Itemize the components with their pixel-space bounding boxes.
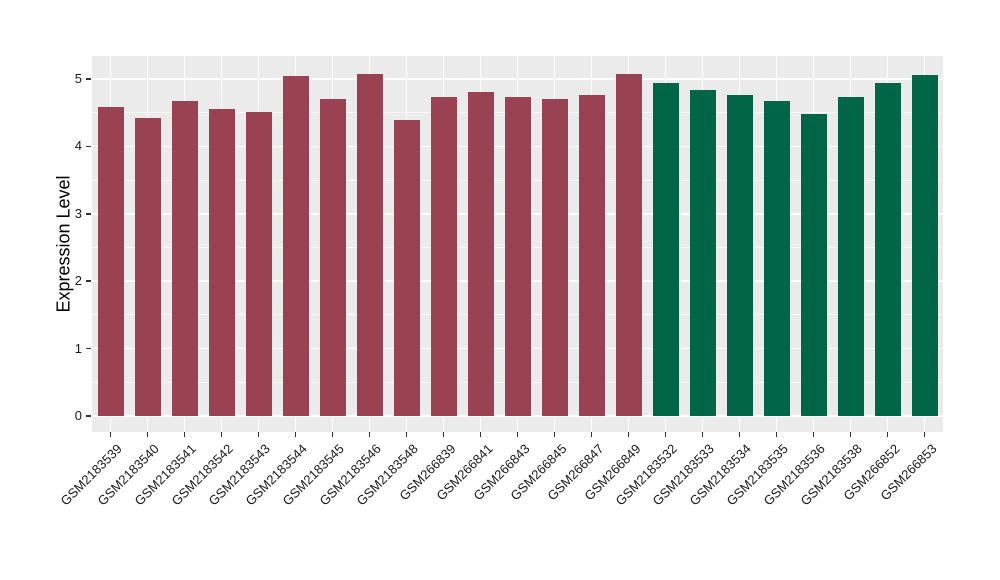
bar [911, 74, 938, 416]
x-axis-tick-mark [590, 432, 593, 437]
x-axis-tick-mark [775, 432, 778, 437]
x-axis-tick-mark [886, 432, 889, 437]
y-axis-tick-mark [86, 347, 91, 350]
x-axis-tick-mark [923, 432, 926, 437]
x-axis-tick-mark [109, 432, 112, 437]
bar [356, 74, 383, 416]
y-axis-title: Expression Level [53, 175, 74, 313]
x-axis-tick-mark [479, 432, 482, 437]
bar [97, 106, 124, 416]
bar [208, 109, 235, 416]
bar [541, 98, 568, 416]
bar [171, 100, 198, 416]
x-axis-tick-mark [294, 432, 297, 437]
bar [615, 74, 642, 416]
bar [319, 99, 346, 416]
x-axis-tick-mark [405, 432, 408, 437]
y-axis-tick-label: 0 [74, 408, 82, 423]
y-axis-tick-label: 2 [74, 273, 82, 289]
y-axis-tick-mark [86, 415, 91, 417]
y-axis-tick-mark [86, 280, 91, 282]
x-axis-tick-mark [442, 432, 445, 437]
x-axis-tick-mark [738, 432, 741, 437]
gridline-major-horizontal [92, 415, 943, 417]
plot-panel [92, 56, 943, 432]
x-axis-tick-mark [849, 432, 852, 437]
x-axis-tick-mark [627, 432, 630, 437]
y-axis-tick-mark [86, 213, 91, 215]
bar [652, 83, 679, 416]
y-axis-tick-mark [86, 78, 91, 80]
bar [393, 120, 420, 416]
bar [689, 89, 716, 416]
x-axis-tick-mark [701, 432, 704, 437]
x-axis-tick-mark [220, 432, 223, 437]
bar [504, 96, 531, 416]
bar [282, 75, 309, 416]
x-axis-tick-mark [812, 432, 815, 437]
y-axis-tick-mark [86, 145, 91, 148]
x-axis-tick-mark [257, 432, 260, 437]
bar [245, 112, 272, 416]
y-axis-tick-label: 4 [74, 138, 82, 154]
y-axis-tick-label: 1 [74, 340, 82, 356]
x-axis-tick-mark [553, 432, 556, 437]
bar [800, 114, 827, 416]
gridline-major-horizontal [92, 78, 943, 80]
x-axis-tick-mark [183, 432, 186, 437]
x-axis-tick-mark [146, 432, 149, 437]
bar [578, 94, 605, 416]
y-axis-tick-label: 3 [74, 205, 82, 221]
x-axis-tick-mark [516, 432, 519, 437]
x-axis-tick-mark [368, 432, 371, 437]
x-axis-tick-mark [664, 432, 667, 437]
bar [467, 92, 494, 416]
bar [430, 96, 457, 416]
bar [726, 94, 753, 416]
y-axis-tick-label: 5 [74, 71, 82, 86]
bar [134, 118, 161, 416]
bar [763, 101, 790, 416]
bar [837, 96, 864, 416]
bar [874, 83, 901, 416]
x-axis-tick-mark [331, 432, 334, 437]
